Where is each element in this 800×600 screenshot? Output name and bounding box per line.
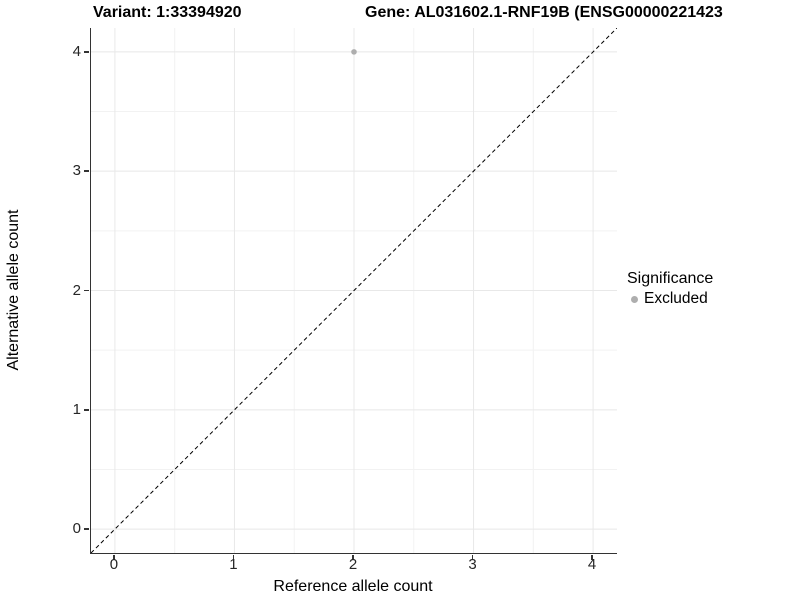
legend-entry-label: Excluded	[644, 290, 708, 307]
y-axis-tick-label: 2	[72, 281, 81, 299]
y-axis-tick-label: 4	[72, 42, 81, 60]
y-axis-tick	[83, 51, 89, 53]
plot-panel	[90, 28, 617, 554]
x-axis-tick-label: 1	[229, 556, 238, 573]
x-axis-tick	[471, 554, 474, 560]
identity-reference-line	[91, 28, 617, 553]
x-axis-tick	[591, 554, 593, 560]
plot-title-gene: Gene: AL031602.1-RNF19B (ENSG00000221423	[365, 4, 723, 21]
y-axis-title: Alternative allele count	[5, 209, 22, 371]
legend-entry: Excluded	[627, 289, 713, 309]
x-axis-tick	[352, 554, 354, 560]
y-axis-tick	[83, 170, 89, 172]
y-axis-tick-label: 1	[72, 400, 81, 418]
x-axis-tick-label: 3	[468, 556, 477, 573]
data-point	[351, 49, 357, 55]
plot-title-variant: Variant: 1:33394920	[93, 4, 242, 21]
x-axis-tick	[232, 554, 235, 560]
plot-canvas	[91, 28, 617, 553]
y-axis-tick-label: 0	[72, 520, 81, 538]
x-axis-title: Reference allele count	[273, 578, 433, 595]
legend-title: Significance	[627, 270, 714, 287]
y-axis-tick-label: 3	[72, 162, 81, 180]
y-axis-tick	[83, 289, 89, 292]
legend-entries: Excluded	[627, 289, 713, 309]
x-axis-tick	[113, 554, 115, 560]
x-axis-tick-label: 0	[109, 556, 119, 573]
x-axis-tick-label: 2	[348, 556, 358, 573]
y-axis-tick	[83, 528, 89, 530]
legend-key-dot-icon	[631, 295, 638, 303]
y-axis-tick	[83, 409, 89, 411]
legend: Significance Excluded	[627, 268, 713, 309]
x-axis-tick-label: 4	[587, 556, 597, 573]
